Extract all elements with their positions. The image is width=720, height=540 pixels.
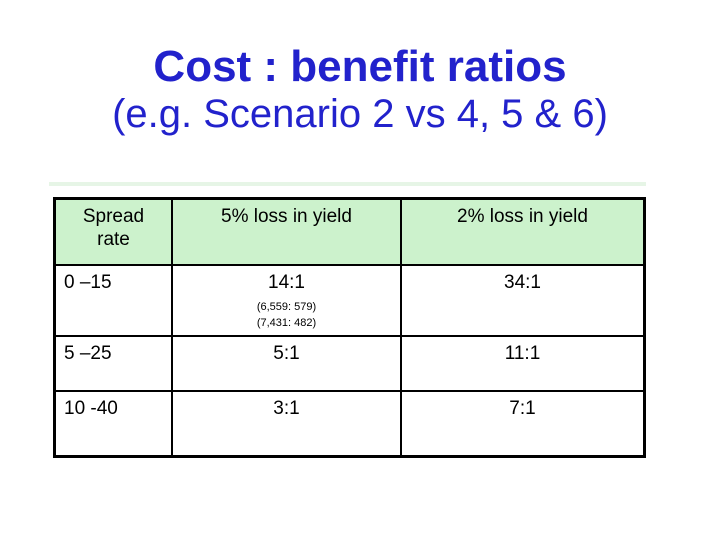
cell-spread-range: 0 –15	[53, 263, 173, 337]
table-row: 5 –25 5:1 11:1	[53, 334, 646, 392]
cell-ratio-2pct: 34:1	[400, 263, 646, 337]
cell-spread-range: 5 –25	[53, 334, 173, 392]
slide-title: Cost : benefit ratios	[153, 42, 567, 91]
ratio-note: (6,559: 579)	[256, 300, 317, 313]
ratio-note: (7,431: 482)	[256, 316, 317, 329]
cell-ratio-5pct: 14:1 (6,559: 579) (7,431: 482)	[171, 263, 402, 337]
header-cell-spread-rate: Spread rate	[53, 197, 173, 266]
cell-ratio-5pct: 3:1	[171, 389, 402, 458]
ratio-notes: (6,559: 579) (7,431: 482)	[181, 299, 392, 331]
slide-subtitle: (e.g. Scenario 2 vs 4, 5 & 6)	[112, 92, 608, 136]
ratio-value: 14:1	[268, 271, 305, 293]
cell-ratio-2pct: 11:1	[400, 334, 646, 392]
header-cell-5pct-loss: 5% loss in yield	[171, 197, 402, 266]
table-row: 10 -40 3:1 7:1	[53, 389, 646, 458]
cell-ratio-2pct: 7:1	[400, 389, 646, 458]
cell-ratio-5pct: 5:1	[171, 334, 402, 392]
table-header-row: Spread rate 5% loss in yield 2% loss in …	[53, 197, 646, 266]
header-cell-2pct-loss: 2% loss in yield	[400, 197, 646, 266]
table-top-accent	[49, 182, 646, 186]
cell-spread-range: 10 -40	[53, 389, 173, 458]
table-row: 0 –15 14:1 (6,559: 579) (7,431: 482) 34:…	[53, 263, 646, 337]
cost-benefit-table: Spread rate 5% loss in yield 2% loss in …	[53, 197, 646, 458]
title-block: Cost : benefit ratios (e.g. Scenario 2 v…	[0, 42, 720, 137]
